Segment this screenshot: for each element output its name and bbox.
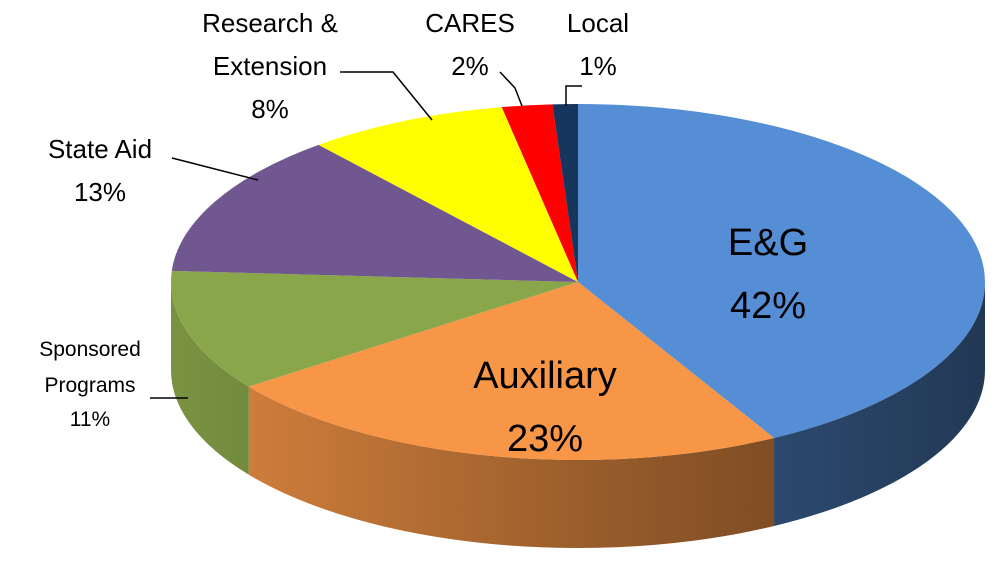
- data-label: Sponsored Programs 11%: [10, 332, 170, 438]
- category-label: E&G: [727, 222, 809, 264]
- category-label: Local: [566, 8, 630, 38]
- value-label: 1%: [579, 50, 617, 81]
- data-label: Local 1%: [538, 2, 658, 88]
- data-label: State Aid 13%: [0, 128, 200, 214]
- data-label: Research & Extension 8%: [165, 2, 375, 131]
- value-label: 13%: [73, 176, 127, 207]
- slice: [552, 104, 578, 282]
- slice: [501, 104, 578, 282]
- category-label: Auxiliary: [473, 355, 617, 397]
- value-label: 2%: [451, 50, 489, 81]
- data-label: CARES 2%: [410, 2, 530, 88]
- data-label: E&G 42%: [648, 212, 888, 337]
- category-label: State Aid: [47, 134, 153, 164]
- slice: [578, 104, 985, 438]
- value-label: 8%: [251, 93, 289, 124]
- side-shade: [171, 282, 985, 548]
- value-label: 11%: [69, 408, 111, 432]
- value-label: 23%: [506, 417, 584, 460]
- value-label: 42%: [729, 284, 807, 327]
- leader-line: [565, 85, 582, 106]
- category-label: Research & Extension: [202, 8, 338, 81]
- slice: [170, 270, 578, 387]
- slice: [171, 144, 579, 282]
- category-label: CARES: [425, 8, 515, 38]
- leader-line: [171, 157, 259, 181]
- leader-line: [499, 71, 523, 107]
- category-label: Sponsored Programs: [39, 338, 141, 397]
- slice: [248, 282, 775, 460]
- leader-line: [340, 71, 433, 121]
- data-label: Auxiliary 23%: [395, 345, 695, 470]
- slice: [318, 107, 578, 283]
